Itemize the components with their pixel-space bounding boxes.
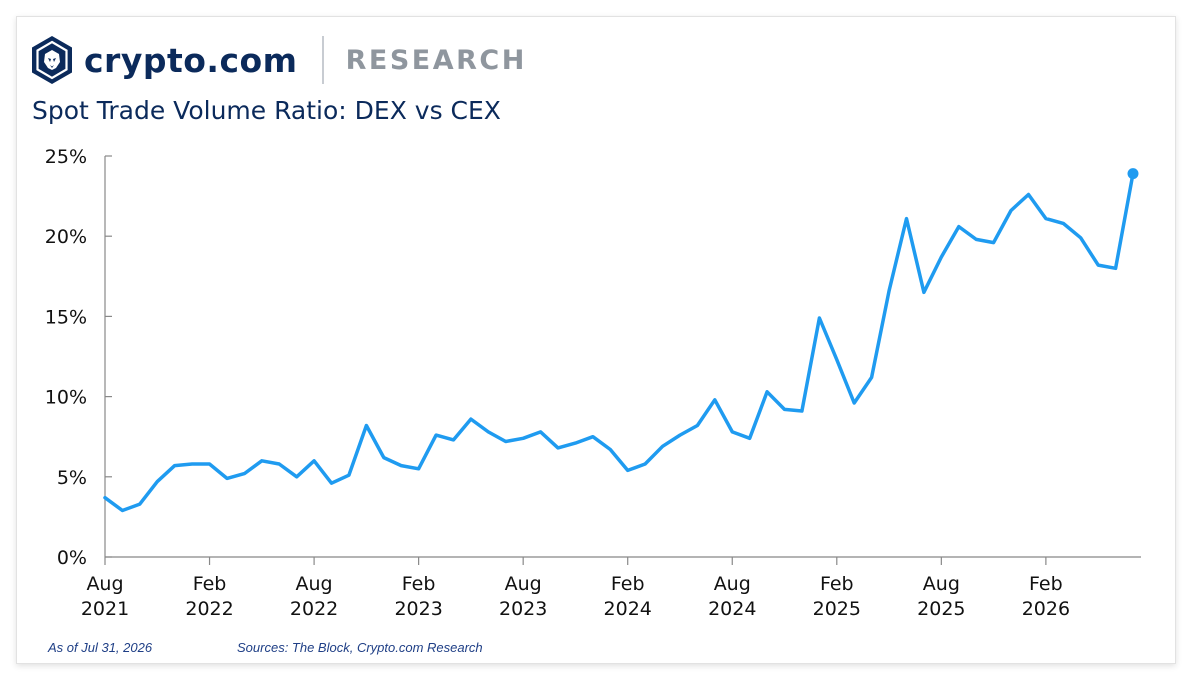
- chart-series: [103, 168, 1139, 513]
- y-tick-label: 0%: [57, 547, 87, 569]
- x-tick-label-month: Feb: [1029, 573, 1063, 595]
- x-tick-label-month: Aug: [714, 573, 751, 595]
- y-tick-label: 25%: [45, 146, 87, 168]
- x-tick-label-month: Aug: [505, 573, 542, 595]
- brand-header: crypto.com RESEARCH: [30, 34, 527, 86]
- x-tick-label-month: Aug: [296, 573, 333, 595]
- x-tick-label-month: Feb: [611, 573, 645, 595]
- brand-name: crypto.com: [84, 40, 298, 80]
- brand-divider: [321, 36, 324, 84]
- y-axis-ticks: 0% 5% 10% 15% 20% 25%: [45, 146, 112, 569]
- y-tick-label: 5%: [57, 467, 87, 489]
- x-axis-ticks: Aug 2021 Feb 2022 Aug 2022 Feb 2023 Aug 2023 Feb 20…: [81, 557, 1070, 620]
- x-tick-label-month: Feb: [193, 573, 227, 595]
- x-tick-label-year: 2025: [813, 598, 861, 620]
- as-of-note: As of Jul 31, 2026: [48, 640, 153, 655]
- x-tick-label-year: 2021: [81, 598, 129, 620]
- last-point-marker: [1127, 168, 1139, 180]
- x-tick-label-year: 2022: [290, 598, 338, 620]
- series-line: [103, 171, 1135, 513]
- x-tick-label-month: Feb: [402, 573, 436, 595]
- y-tick-label: 10%: [45, 387, 87, 409]
- x-tick-label-year: 2022: [185, 598, 233, 620]
- x-tick-label-year: 2026: [1022, 598, 1070, 620]
- y-tick-label: 15%: [45, 306, 87, 328]
- x-tick-label-month: Aug: [923, 573, 960, 595]
- chart-axes: [104, 156, 1141, 558]
- brand-section-label: RESEARCH: [345, 44, 527, 76]
- x-tick-label-year: 2025: [917, 598, 965, 620]
- chart-title: Spot Trade Volume Ratio: DEX vs CEX: [32, 96, 501, 125]
- y-tick-label: 20%: [45, 226, 87, 248]
- x-tick-label-year: 2023: [499, 598, 547, 620]
- crypto-com-lion-shield-icon: [32, 36, 72, 84]
- x-tick-label-month: Feb: [820, 573, 854, 595]
- sources-note: Sources: The Block, Crypto.com Research: [237, 640, 483, 655]
- chart-card: [16, 16, 1176, 664]
- x-tick-label-year: 2024: [604, 598, 652, 620]
- x-tick-label-month: Aug: [86, 573, 123, 595]
- x-tick-label-year: 2024: [708, 598, 756, 620]
- x-tick-label-year: 2023: [394, 598, 442, 620]
